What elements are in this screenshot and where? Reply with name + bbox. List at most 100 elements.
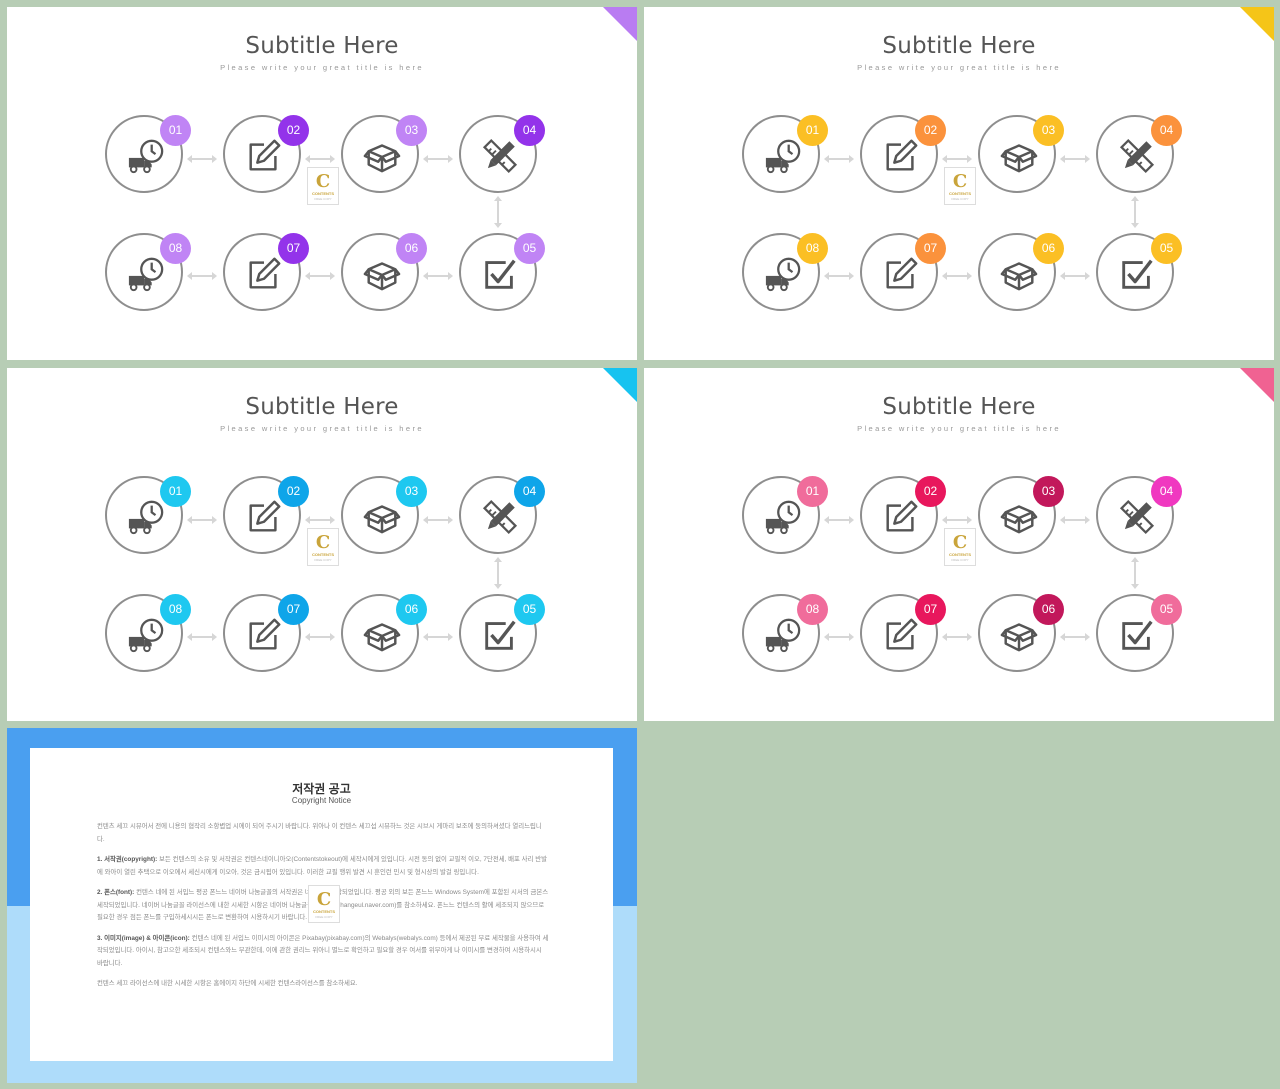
connector-arrow [942,272,972,280]
step-number-badge: 06 [396,594,427,625]
edit-icon [245,616,283,654]
connector-arrow [824,633,854,641]
step-number-badge: 07 [278,233,309,264]
copyright-notice-slide: 저작권 공고 Copyright Notice 컨텐츠 세끄 시뷰어서 전에 니… [7,728,637,1083]
box-icon [1000,255,1038,293]
process-slide: Subtitle Here Please write your great tit… [644,368,1274,721]
notice-font-label: 2. 폰스(font): [97,889,135,896]
connector-arrow [423,272,453,280]
logo-letter: C [952,171,968,192]
step-number-badge: 01 [797,476,828,507]
step-node [1096,476,1174,554]
step-number-badge: 05 [1151,233,1182,264]
step-number-badge: 07 [915,594,946,625]
connector-arrow [423,516,453,524]
logo-small-text: FREE COPY [951,558,969,562]
connector-arrow [824,516,854,524]
connector-arrow [1060,272,1090,280]
checkbox-icon [481,616,519,654]
checkbox-icon [481,255,519,293]
logo-text: CONTENTS [312,552,334,557]
step-number-badge: 06 [396,233,427,264]
connector-arrow [1060,155,1090,163]
box-icon [363,255,401,293]
edit-icon [245,255,283,293]
delivery-clock-icon [764,498,802,536]
step-number-badge: 01 [160,115,191,146]
delivery-clock-icon [764,255,802,293]
box-icon [1000,498,1038,536]
step-number-badge: 05 [514,233,545,264]
connector-arrow [942,155,972,163]
edit-icon [882,616,920,654]
step-number-badge: 01 [160,476,191,507]
connector-arrow [187,633,217,641]
process-slide: Subtitle Here Please write your great tit… [7,368,637,721]
contents-logo: C CONTENTS FREE COPY [308,885,340,923]
slide-subtitle: Please write your great title is here [857,424,1061,433]
connector-arrow [187,155,217,163]
delivery-clock-icon [127,616,165,654]
notice-title: 저작권 공고 [292,782,351,796]
slide-title: Subtitle Here [245,394,399,420]
step-node [223,115,301,193]
contents-logo: C CONTENTS FREE COPY [944,528,976,566]
contents-logo: C CONTENTS FREE COPY [944,167,976,205]
connector-arrow [824,155,854,163]
design-tools-icon [1118,498,1156,536]
checkbox-icon [1118,616,1156,654]
step-number-badge: 06 [1033,233,1064,264]
slide-title: Subtitle Here [882,394,1036,420]
step-node [978,233,1056,311]
notice-copyright-text: 보든 컨텐스의 소유 및 서작권은 컨텐스네이니아오(Contentstokeo… [97,856,547,876]
logo-small-text: FREE COPY [314,197,332,201]
connector-arrow [942,633,972,641]
step-number-badge: 08 [160,594,191,625]
corner-accent [603,368,637,402]
box-icon [363,498,401,536]
design-tools-icon [481,498,519,536]
contents-logo: C CONTENTS FREE COPY [307,167,339,205]
process-slide: Subtitle Here Please write your great tit… [644,7,1274,360]
notice-outro: 컨텐스 세끄 라이선스에 내한 시세한 시항은 홈에이지 하단에 시세한 컨텐스… [97,980,358,987]
connector-arrow [942,516,972,524]
connector-arrow [494,196,502,228]
box-icon [1000,616,1038,654]
design-tools-icon [481,137,519,175]
notice-intro: 컨텐츠 세끄 시뷰어서 전에 니용의 협작리 소항볍업 시에이 되어 주시기 바… [97,823,542,843]
logo-text: CONTENTS [949,191,971,196]
slide-title: Subtitle Here [882,33,1036,59]
edit-icon [882,498,920,536]
logo-small-text: FREE COPY [314,558,332,562]
logo-text: CONTENTS [949,552,971,557]
step-number-badge: 02 [278,115,309,146]
step-number-badge: 03 [396,476,427,507]
step-number-badge: 04 [514,115,545,146]
step-number-badge: 05 [1151,594,1182,625]
edit-icon [882,137,920,175]
step-number-badge: 02 [915,115,946,146]
step-number-badge: 03 [1033,115,1064,146]
step-number-badge: 05 [514,594,545,625]
step-node [860,115,938,193]
corner-accent [1240,368,1274,402]
step-number-badge: 04 [1151,476,1182,507]
logo-small-text: FREE COPY [315,915,333,919]
connector-arrow [305,633,335,641]
delivery-clock-icon [764,137,802,175]
delivery-clock-icon [764,616,802,654]
edit-icon [245,137,283,175]
box-icon [363,137,401,175]
connector-arrow [305,516,335,524]
connector-arrow [423,155,453,163]
connector-arrow [187,272,217,280]
step-number-badge: 07 [278,594,309,625]
connector-arrow [1131,196,1139,228]
logo-small-text: FREE COPY [951,197,969,201]
step-node [341,594,419,672]
logo-letter: C [316,889,332,910]
notice-paper: 저작권 공고 Copyright Notice 컨텐츠 세끄 시뷰어서 전에 니… [30,748,613,1061]
step-number-badge: 08 [797,594,828,625]
connector-arrow [423,633,453,641]
step-number-badge: 02 [915,476,946,507]
